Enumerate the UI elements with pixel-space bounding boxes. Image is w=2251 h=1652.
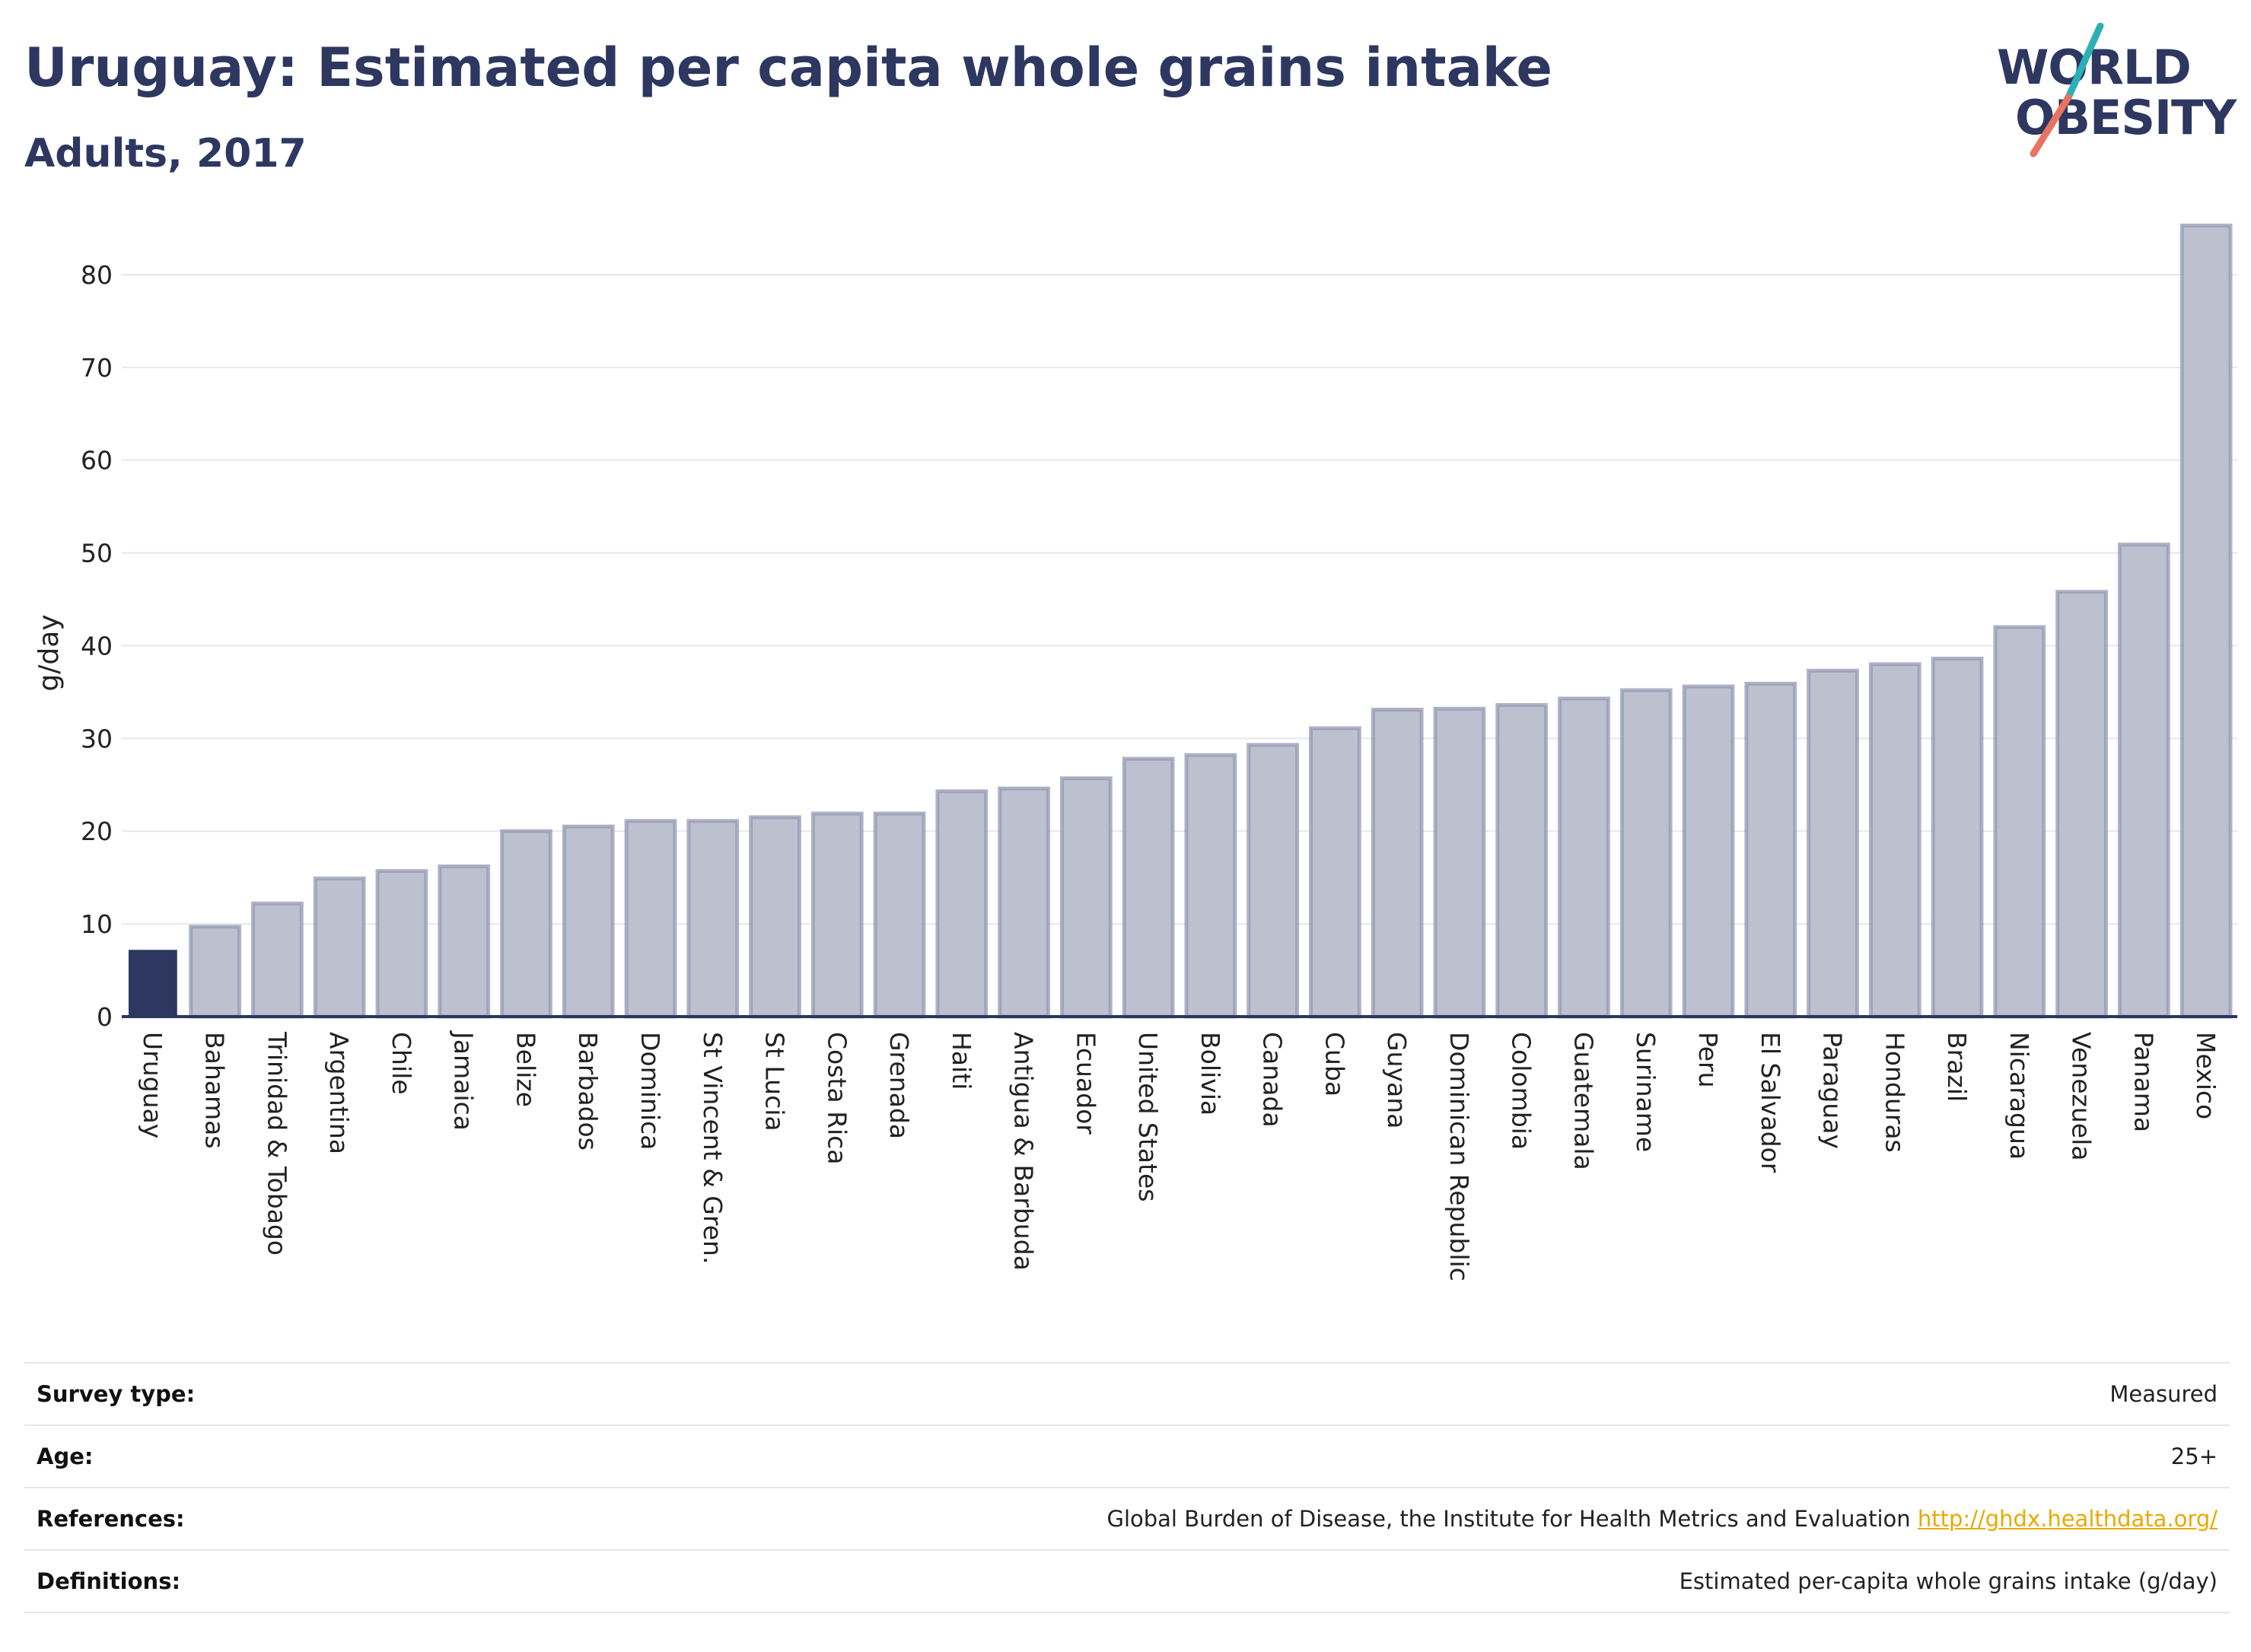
x-tick-label: Peru — [1693, 1032, 1723, 1088]
bar — [624, 819, 677, 1019]
bar — [1868, 662, 1921, 1019]
x-tick-label: Dominica — [635, 1032, 665, 1150]
x-tick-label: St Vincent & Gren. — [698, 1032, 728, 1264]
x-tick-label: Paraguay — [1818, 1032, 1848, 1149]
logo-line-1: WORLD — [1997, 40, 2192, 95]
definitions-value: Estimated per-capita whole grains intake… — [1679, 1568, 2218, 1594]
references-link[interactable]: http://ghdx.healthdata.org/ — [1917, 1506, 2218, 1532]
y-tick-label: 0 — [97, 1002, 113, 1032]
bar — [1059, 776, 1113, 1019]
y-tick-label: 80 — [81, 260, 113, 290]
info-row-references: References: Global Burden of Disease, th… — [24, 1488, 2230, 1551]
y-tick-label: 70 — [81, 353, 113, 383]
x-tick-label: Antigua & Barbuda — [1009, 1032, 1039, 1271]
x-tick-label: Guyana — [1382, 1032, 1412, 1128]
bar — [375, 869, 428, 1019]
bar — [873, 811, 926, 1019]
info-table: Survey type: Measured Age: 25+ Reference… — [24, 1362, 2230, 1613]
bar — [251, 901, 304, 1019]
x-tick-label: Guatemala — [1568, 1032, 1598, 1170]
x-tick-label: United States — [1133, 1032, 1163, 1202]
bar — [1807, 668, 1859, 1019]
x-tick-label: Mexico — [2191, 1032, 2221, 1119]
x-tick-label: St Lucia — [760, 1032, 790, 1132]
bar-highlight — [128, 950, 177, 1017]
bar — [2117, 543, 2170, 1019]
x-tick-label: Barbados — [573, 1032, 603, 1151]
y-tick-label: 40 — [81, 631, 113, 660]
bar — [1495, 702, 1549, 1019]
bar — [1993, 625, 2046, 1019]
x-tick-label: Costa Rica — [822, 1032, 852, 1165]
references-value: Global Burden of Disease, the Institute … — [1106, 1506, 2218, 1532]
x-tick-label: Honduras — [1880, 1032, 1909, 1153]
logo-slash-icon — [2030, 23, 2104, 158]
bar — [2055, 590, 2108, 1019]
x-tick-label: Chile — [387, 1032, 416, 1095]
x-tick-label: Nicaragua — [2004, 1032, 2034, 1160]
age-value: 25+ — [2170, 1444, 2218, 1469]
x-tick-label: Haiti — [947, 1032, 976, 1090]
world-obesity-logo[interactable]: WORLD OBESITY — [1986, 23, 2237, 160]
y-tick-label: 50 — [81, 539, 113, 568]
bar — [1558, 696, 1610, 1019]
x-tick-label: Uruguay — [138, 1032, 167, 1138]
x-tick-label: Brazil — [1942, 1032, 1972, 1102]
y-axis-title: g/day — [33, 614, 65, 691]
survey-type-label: Survey type: — [37, 1381, 196, 1407]
x-tick-label: El Salvador — [1756, 1032, 1785, 1173]
bar — [2179, 223, 2233, 1019]
x-tick-label: Argentina — [324, 1032, 354, 1154]
bar-chart: 0 10 20 30 40 50 60 70 80 g/day Uruguay Bahamas Trin… — [33, 223, 2237, 1281]
bar — [1122, 756, 1175, 1019]
bar — [749, 815, 801, 1019]
bar — [189, 925, 242, 1019]
bar — [1931, 657, 1984, 1019]
bar — [1433, 706, 1486, 1019]
info-row-age: Age: 25+ — [24, 1426, 2230, 1488]
info-row-survey-type: Survey type: Measured — [24, 1364, 2230, 1426]
bar — [313, 876, 366, 1019]
x-tick-label: Bolivia — [1196, 1032, 1225, 1116]
y-tick-label: 10 — [81, 909, 113, 939]
chart-subtitle: Adults, 2017 — [24, 131, 307, 177]
y-tick-label: 20 — [81, 816, 113, 846]
bar — [562, 824, 615, 1019]
survey-type-value: Measured — [2109, 1381, 2218, 1407]
bar — [500, 829, 552, 1019]
y-tick-label: 60 — [81, 446, 113, 476]
info-row-definitions: Definitions: Estimated per-capita whole … — [24, 1551, 2230, 1613]
bar — [1309, 726, 1361, 1019]
bar — [810, 811, 864, 1019]
bar — [1682, 684, 1735, 1019]
bar — [935, 789, 989, 1019]
x-tick-label: Panama — [2128, 1032, 2158, 1132]
x-tick-label: Dominican Republic — [1444, 1032, 1474, 1281]
definitions-label: Definitions: — [37, 1568, 181, 1594]
x-tick-label: Jamaica — [449, 1030, 479, 1131]
y-tick-label: 30 — [81, 724, 113, 753]
bar — [1744, 681, 1797, 1019]
x-tick-label: Trinidad & Tobago — [262, 1031, 291, 1256]
references-text: Global Burden of Disease, the Institute … — [1106, 1506, 1911, 1532]
bar — [686, 819, 740, 1019]
x-tick-label: Suriname — [1631, 1032, 1660, 1152]
bar — [1371, 708, 1424, 1019]
x-tick-label: Ecuador — [1071, 1032, 1100, 1135]
x-tick-label: Grenada — [884, 1032, 914, 1139]
references-label: References: — [37, 1506, 185, 1532]
x-tick-label: Colombia — [1507, 1032, 1536, 1150]
bar — [1246, 743, 1300, 1019]
x-tick-label: Canada — [1258, 1032, 1288, 1128]
bar — [998, 786, 1050, 1019]
x-tick-label: Cuba — [1320, 1032, 1349, 1097]
x-tick-label: Venezuela — [2067, 1032, 2097, 1160]
chart-title: Uruguay: Estimated per capita whole grai… — [24, 37, 1552, 99]
bar — [438, 864, 491, 1019]
age-label: Age: — [37, 1444, 94, 1469]
bar — [1619, 688, 1673, 1019]
x-tick-label: Bahamas — [200, 1032, 230, 1149]
x-tick-label: Belize — [511, 1032, 540, 1107]
bar — [1184, 753, 1237, 1019]
